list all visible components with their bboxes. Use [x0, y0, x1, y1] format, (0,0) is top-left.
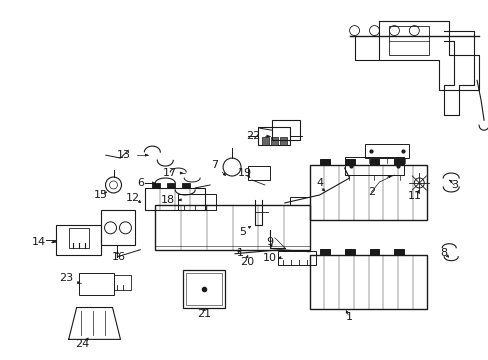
- Bar: [178, 194, 216, 210]
- Bar: [394, 249, 404, 255]
- Bar: [258, 127, 289, 145]
- Text: 10: 10: [263, 253, 276, 263]
- Text: 15: 15: [93, 190, 107, 200]
- Bar: [270, 137, 277, 145]
- Text: 21: 21: [197, 310, 211, 319]
- Bar: [279, 137, 286, 145]
- Text: 3: 3: [450, 180, 457, 190]
- Bar: [271, 120, 299, 140]
- Text: 1: 1: [346, 312, 352, 323]
- Bar: [262, 137, 268, 145]
- Text: 18: 18: [161, 195, 175, 205]
- Bar: [152, 183, 160, 188]
- Bar: [186, 273, 222, 305]
- Text: 22: 22: [245, 131, 260, 141]
- Text: 17: 17: [163, 168, 177, 178]
- Bar: [183, 270, 224, 307]
- Bar: [277, 251, 315, 265]
- Text: 19: 19: [238, 168, 251, 178]
- Text: 9: 9: [266, 237, 273, 247]
- Text: 14: 14: [32, 237, 46, 247]
- Bar: [167, 183, 175, 188]
- Bar: [309, 165, 427, 220]
- Text: 2: 2: [367, 187, 374, 197]
- Bar: [145, 188, 205, 210]
- Text: 8: 8: [440, 248, 447, 258]
- Bar: [344, 157, 404, 175]
- Bar: [364, 144, 408, 158]
- Bar: [289, 197, 309, 205]
- Text: 23: 23: [59, 273, 73, 283]
- Text: 24: 24: [75, 339, 90, 349]
- Bar: [344, 159, 354, 165]
- Bar: [56, 225, 101, 255]
- Bar: [247, 166, 269, 180]
- Text: 11: 11: [407, 191, 421, 201]
- Bar: [369, 159, 379, 165]
- Bar: [309, 255, 427, 310]
- Text: 4: 4: [316, 178, 323, 188]
- Bar: [369, 249, 379, 255]
- Text: 7: 7: [211, 160, 218, 170]
- Bar: [182, 183, 190, 188]
- Bar: [68, 228, 88, 248]
- Bar: [155, 205, 309, 250]
- Bar: [388, 26, 428, 55]
- Text: 13: 13: [116, 150, 130, 160]
- Text: 20: 20: [240, 257, 254, 267]
- Bar: [319, 249, 329, 255]
- Text: 16: 16: [111, 252, 125, 262]
- Bar: [101, 210, 135, 245]
- Bar: [319, 159, 329, 165]
- Bar: [394, 159, 404, 165]
- Text: 6: 6: [137, 178, 143, 188]
- Bar: [113, 275, 131, 289]
- Bar: [344, 249, 354, 255]
- Text: 1: 1: [236, 248, 243, 258]
- Text: 5: 5: [239, 227, 246, 237]
- Text: 12: 12: [125, 193, 139, 203]
- Bar: [79, 273, 113, 294]
